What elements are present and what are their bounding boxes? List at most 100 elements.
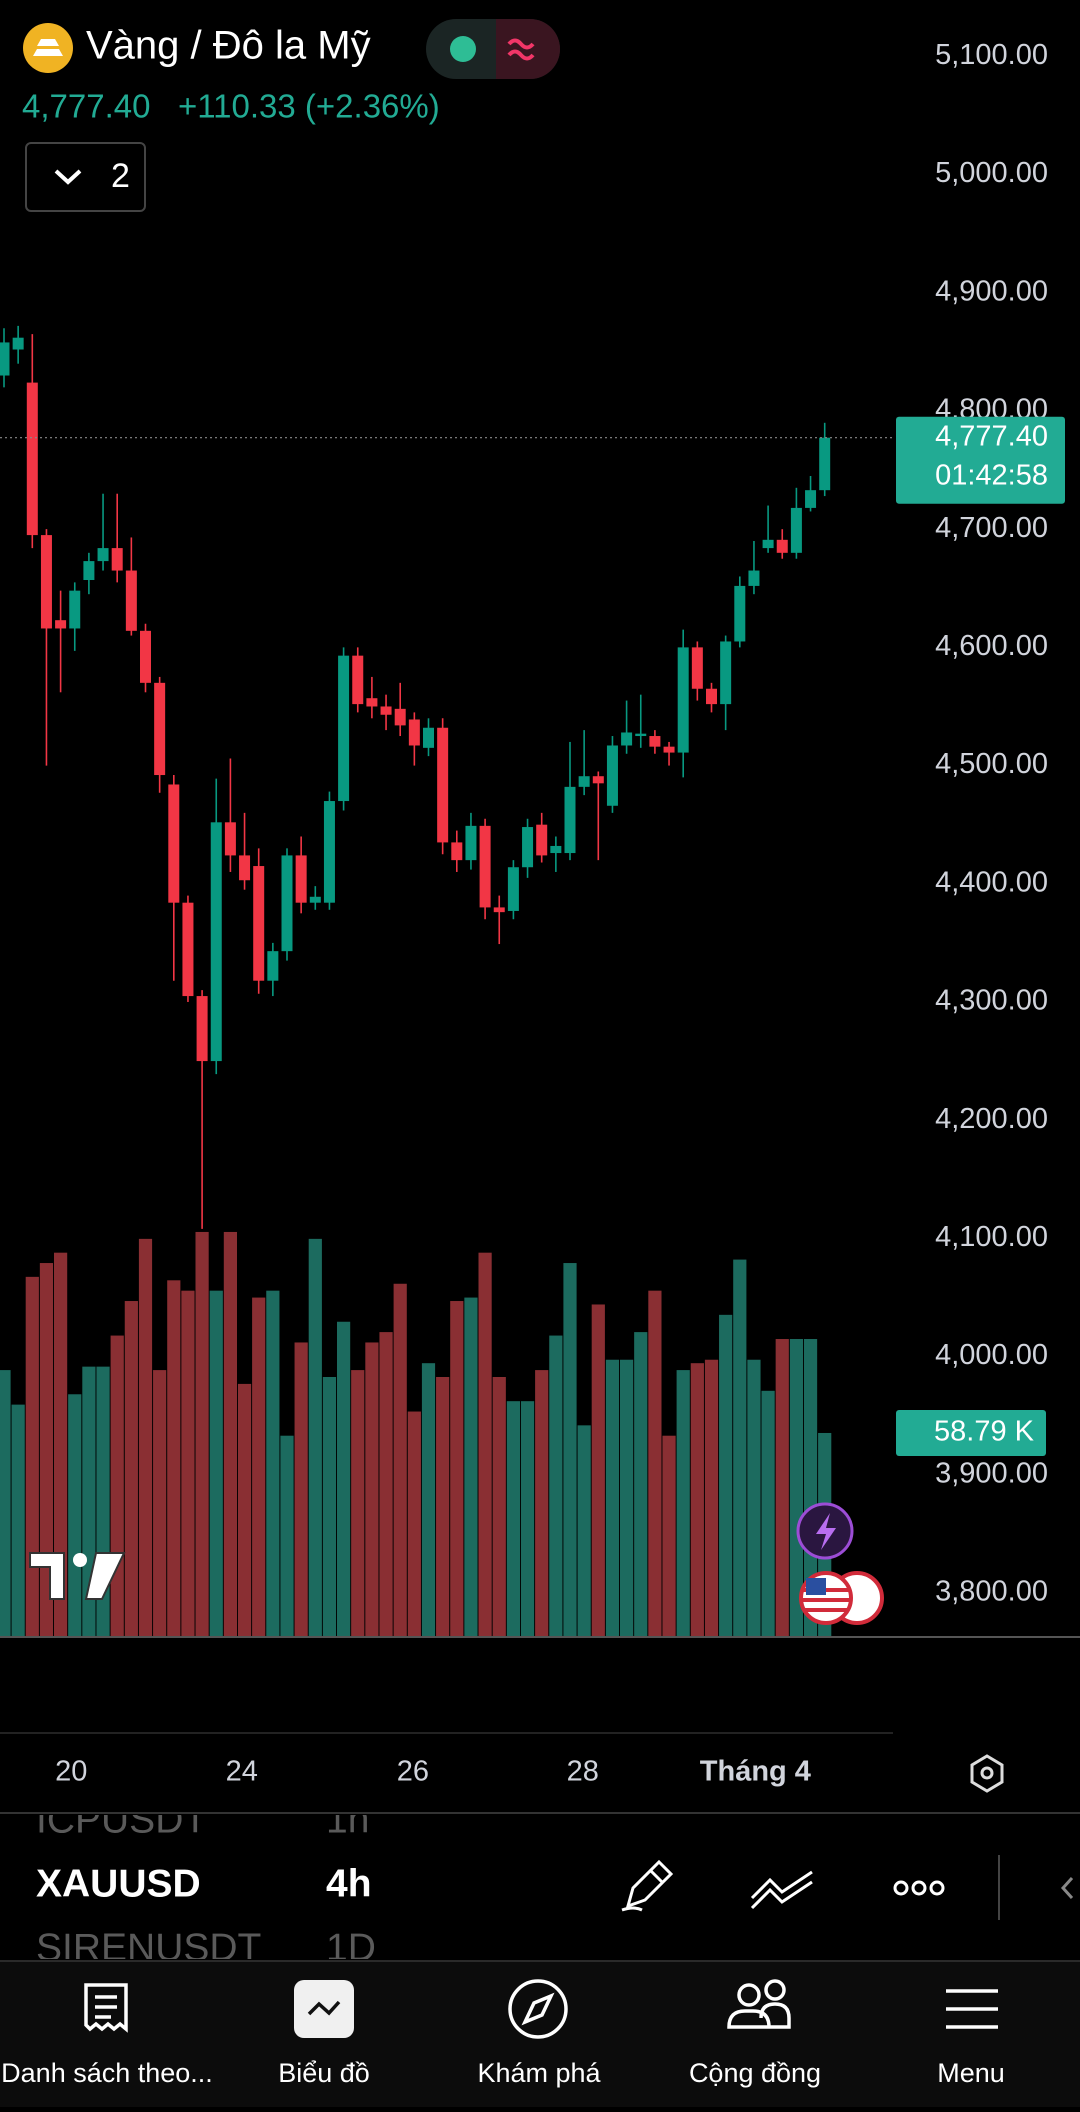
- symbol-icon[interactable]: [23, 23, 73, 73]
- row-interval[interactable]: 1h: [326, 1798, 369, 1841]
- community-head: [764, 1979, 786, 2001]
- y-tick-label: 4,300.00: [935, 985, 1048, 1017]
- pencil-icon[interactable]: [625, 1859, 674, 1909]
- volume-bar: [789, 1339, 803, 1636]
- volume-bar: [775, 1339, 789, 1636]
- candle-body: [621, 732, 633, 746]
- volume-bar: [153, 1370, 167, 1636]
- volume-bar: [605, 1359, 620, 1636]
- candle-body: [224, 822, 236, 856]
- candle-body: [790, 507, 802, 553]
- volume-bar: [464, 1297, 478, 1636]
- trendline-icon[interactable]: [750, 1870, 813, 1910]
- y-tick-label: 4,700.00: [935, 512, 1048, 544]
- lightning-glyph: [816, 1513, 836, 1550]
- symbol-title[interactable]: Vàng / Đô la Mỹ: [86, 24, 371, 68]
- volume-bar: [25, 1276, 39, 1636]
- candle-body: [210, 822, 222, 1062]
- chart-icon: [307, 2000, 341, 2016]
- volume-bar: [478, 1252, 492, 1636]
- nav-label[interactable]: Menu: [937, 2058, 1005, 2088]
- candle-body: [338, 655, 350, 802]
- volume-bar: [747, 1359, 761, 1636]
- row-symbol[interactable]: ICPUSDT: [36, 1798, 207, 1841]
- volume-bar: [620, 1359, 634, 1636]
- chart-area: 5,100.005,000.004,900.004,800.004,700.00…: [0, 39, 1065, 1788]
- candle-body: [394, 708, 406, 726]
- nav-label[interactable]: Cộng đồng: [689, 2058, 821, 2088]
- more-icon[interactable]: [893, 1880, 945, 1896]
- row-interval[interactable]: 4h: [326, 1862, 372, 1905]
- candle-body: [451, 842, 463, 861]
- candle-body: [196, 996, 208, 1062]
- nav-bar: [0, 1961, 1080, 2107]
- candle-body: [592, 776, 604, 784]
- volume-bar: [733, 1259, 747, 1636]
- candle-body: [536, 824, 548, 856]
- volume-bar: [803, 1339, 818, 1636]
- row-symbol[interactable]: SIRENUSDT: [36, 1926, 261, 1969]
- volume-bar: [704, 1359, 719, 1636]
- gold-glyph: [33, 39, 63, 56]
- indicator-toggle[interactable]: [25, 142, 146, 212]
- collapse-icon[interactable]: [1060, 1876, 1074, 1900]
- volume-bar: [138, 1238, 153, 1636]
- last-price-badge: [896, 416, 1065, 504]
- candle-body: [465, 825, 477, 861]
- last-price: 4,777.40: [22, 88, 150, 125]
- flag-canton: [806, 1578, 826, 1595]
- candle-body: [522, 827, 534, 868]
- candle-body: [140, 630, 151, 683]
- candle-body: [691, 647, 703, 689]
- volume-bar: [634, 1332, 648, 1636]
- nav-label[interactable]: Danh sách theo...: [1, 2058, 213, 2088]
- symbol-list: ICPUSDT 1h XAUUSD 4h SIRENUSDT 1D: [36, 1798, 376, 1969]
- x-tick-label: Tháng 4: [700, 1756, 811, 1788]
- candle-body: [762, 539, 774, 549]
- volume-bar: [322, 1377, 337, 1636]
- nav-labels: Danh sách theo... Biểu đồ Khám phá Cộng đồn…: [1, 2058, 1005, 2088]
- x-tick-label: 24: [226, 1756, 258, 1788]
- volume-bar: [492, 1377, 506, 1636]
- y-tick-label: 4,000.00: [935, 1339, 1048, 1371]
- volume-bar: [294, 1342, 308, 1636]
- row-symbol[interactable]: XAUUSD: [36, 1862, 201, 1905]
- tradingview-logo[interactable]: [29, 1552, 126, 1600]
- candle-body: [55, 620, 67, 629]
- candle-body: [83, 561, 95, 581]
- indicator-count: 2: [111, 157, 130, 195]
- candle-body: [253, 866, 265, 981]
- community-head: [737, 1983, 761, 2007]
- candle-body: [323, 801, 335, 903]
- volume-bar: [520, 1401, 535, 1636]
- volume-bar: [690, 1363, 704, 1636]
- volume-bar: [209, 1290, 223, 1636]
- row-interval[interactable]: 1D: [326, 1926, 376, 1969]
- volume-bar: [110, 1335, 124, 1636]
- volume-bar: [676, 1370, 690, 1636]
- candle-body: [182, 902, 194, 997]
- candle-body: [366, 698, 378, 707]
- nav-label[interactable]: Biểu đồ: [278, 2058, 370, 2088]
- settings-icon[interactable]: [970, 1754, 1004, 1793]
- volume-bar: [167, 1280, 181, 1636]
- nav-label[interactable]: Khám phá: [477, 2058, 601, 2088]
- volume-bar: [407, 1411, 421, 1636]
- volume-bar: [591, 1304, 605, 1636]
- candle-body: [805, 490, 817, 508]
- volume-bar: [450, 1301, 464, 1636]
- candle-body: [267, 951, 279, 981]
- candle-body: [493, 907, 505, 913]
- candle-body: [550, 845, 562, 854]
- market-open-dot: [450, 36, 476, 62]
- volume-bar: [393, 1283, 407, 1636]
- candle-body: [734, 585, 746, 642]
- candle-body: [69, 590, 81, 629]
- settings-center: [980, 1766, 994, 1780]
- candle-body: [776, 539, 788, 553]
- volume-bar: [223, 1231, 237, 1636]
- candle-body: [281, 855, 293, 952]
- candle-body: [649, 736, 661, 747]
- volume-label: 58.79 K: [934, 1416, 1035, 1448]
